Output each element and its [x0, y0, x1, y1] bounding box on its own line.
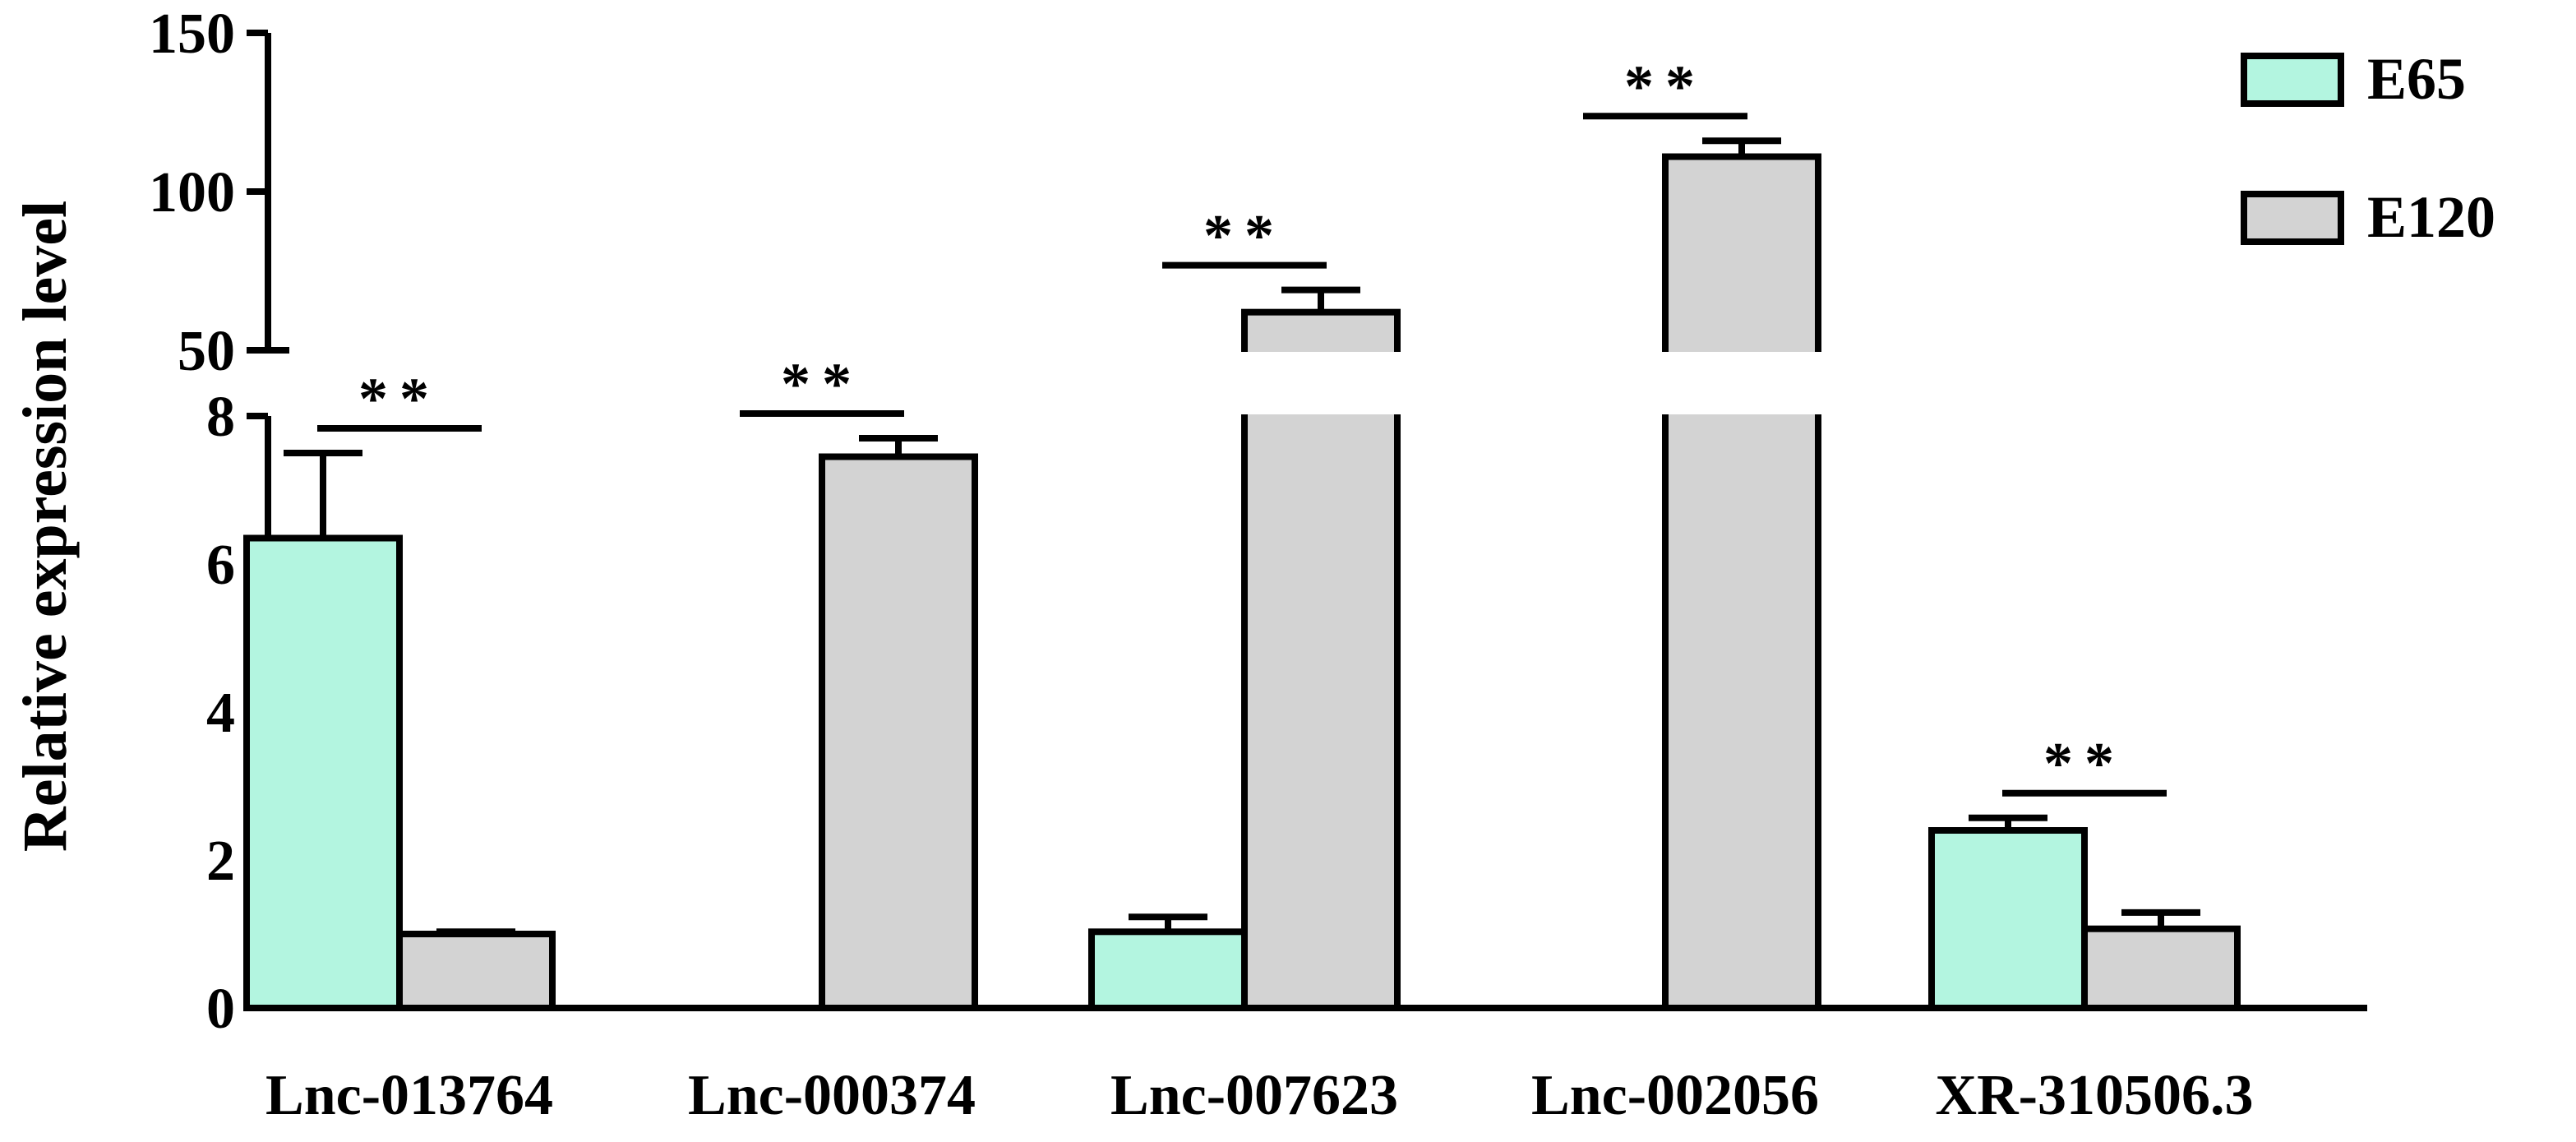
axis-break-gap: [1659, 352, 1825, 414]
y-tick-label: 0: [206, 978, 235, 1041]
legend-swatch: [2241, 191, 2344, 245]
plot-area: 0 2 4 6 850 100 150 Lnc-013764 ** Lnc-000374 ** Lnc…: [149, 2, 2495, 1127]
bar: [243, 534, 403, 1011]
significance-label: **: [781, 351, 863, 417]
x-tick-label: Lnc-013764: [265, 1064, 553, 1127]
y-tick-label: 50: [178, 320, 235, 383]
bar: [819, 453, 978, 1011]
y-tick-label: 100: [149, 161, 235, 224]
x-tick-label: Lnc-002056: [1531, 1064, 1819, 1127]
bar-lower: [1662, 395, 1821, 1011]
significance-label: **: [1624, 53, 1706, 119]
bar-lower: [1241, 395, 1401, 1011]
significance-label: **: [358, 366, 441, 432]
bar: [2081, 925, 2241, 1011]
bar: [1088, 928, 1248, 1012]
bar: [396, 931, 556, 1011]
bar: [1928, 827, 2088, 1011]
bar-upper: [1662, 153, 1821, 372]
legend-label: E65: [2367, 46, 2466, 112]
legend-swatch: [2241, 53, 2344, 107]
y-tick-label: 150: [149, 2, 235, 66]
axis-break-gap: [1238, 352, 1404, 414]
x-tick-label: XR-310506.3: [1936, 1064, 2254, 1127]
y-axis-label: Relative expression level: [11, 201, 80, 852]
legend-label: E120: [2367, 184, 2495, 250]
y-tick-label: 6: [206, 534, 235, 597]
significance-label: **: [2043, 731, 2126, 797]
significance-label: **: [1203, 203, 1286, 269]
y-tick-label: 4: [206, 682, 235, 745]
y-tick-label: 2: [206, 830, 235, 893]
y-tick-label: 8: [206, 386, 235, 449]
x-tick-label: Lnc-000374: [688, 1064, 976, 1127]
x-tick-label: Lnc-007623: [1110, 1064, 1398, 1127]
